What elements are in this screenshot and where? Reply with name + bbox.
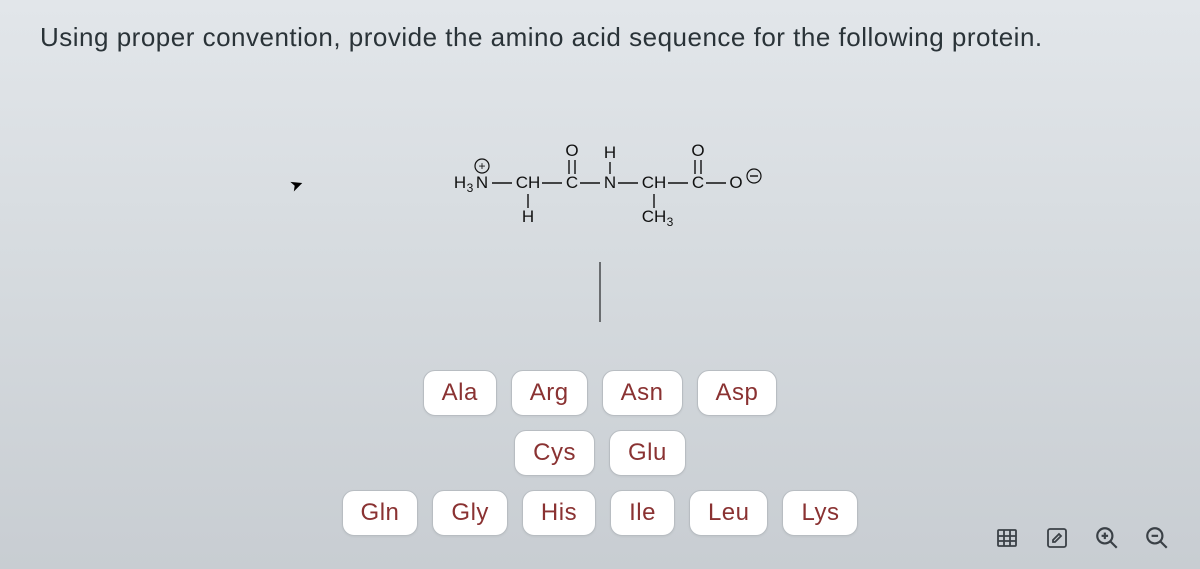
svg-text:C: C	[692, 173, 704, 192]
question-text: Using proper convention, provide the ami…	[40, 20, 1120, 55]
pill-leu[interactable]: Leu	[689, 490, 769, 536]
pill-row-2: Cys Glu	[514, 430, 686, 476]
pill-gly[interactable]: Gly	[432, 490, 508, 536]
pill-lys[interactable]: Lys	[782, 490, 858, 536]
pill-asn[interactable]: Asn	[602, 370, 683, 416]
svg-text:CH: CH	[516, 173, 541, 192]
svg-text:H: H	[454, 173, 466, 192]
svg-text:+: +	[478, 159, 485, 173]
svg-text:N: N	[476, 173, 488, 192]
svg-text:H: H	[604, 143, 616, 162]
svg-text:O: O	[565, 141, 578, 160]
pill-gln[interactable]: Gln	[342, 490, 419, 536]
svg-text:H: H	[522, 207, 534, 226]
drop-indicator	[599, 262, 601, 322]
svg-text:O: O	[691, 141, 704, 160]
amino-acid-palette: Ala Arg Asn Asp Cys Glu Gln Gly His Ile …	[0, 370, 1200, 536]
pill-his[interactable]: His	[522, 490, 596, 536]
svg-text:3: 3	[667, 215, 674, 229]
svg-text:C: C	[566, 173, 578, 192]
pill-glu[interactable]: Glu	[609, 430, 686, 476]
svg-text:N: N	[604, 173, 616, 192]
toolbar	[994, 525, 1170, 551]
svg-text:CH: CH	[642, 207, 667, 226]
pill-cys[interactable]: Cys	[514, 430, 595, 476]
chemical-structure: H 3 N + CH H C O N	[0, 130, 1200, 240]
svg-text:CH: CH	[642, 173, 667, 192]
pill-ile[interactable]: Ile	[610, 490, 675, 536]
pill-row-3: Gln Gly His Ile Leu Lys	[342, 490, 859, 536]
page-root: Using proper convention, provide the ami…	[0, 0, 1200, 569]
pill-ala[interactable]: Ala	[423, 370, 497, 416]
structure-svg: H 3 N + CH H C O N	[420, 130, 780, 240]
periodic-table-icon[interactable]	[994, 525, 1020, 551]
edit-icon[interactable]	[1044, 525, 1070, 551]
zoom-out-icon[interactable]	[1144, 525, 1170, 551]
pill-arg[interactable]: Arg	[511, 370, 588, 416]
pill-row-1: Ala Arg Asn Asp	[423, 370, 778, 416]
zoom-in-icon[interactable]	[1094, 525, 1120, 551]
pill-asp[interactable]: Asp	[697, 370, 778, 416]
svg-text:3: 3	[467, 181, 474, 195]
svg-text:O: O	[729, 173, 742, 192]
